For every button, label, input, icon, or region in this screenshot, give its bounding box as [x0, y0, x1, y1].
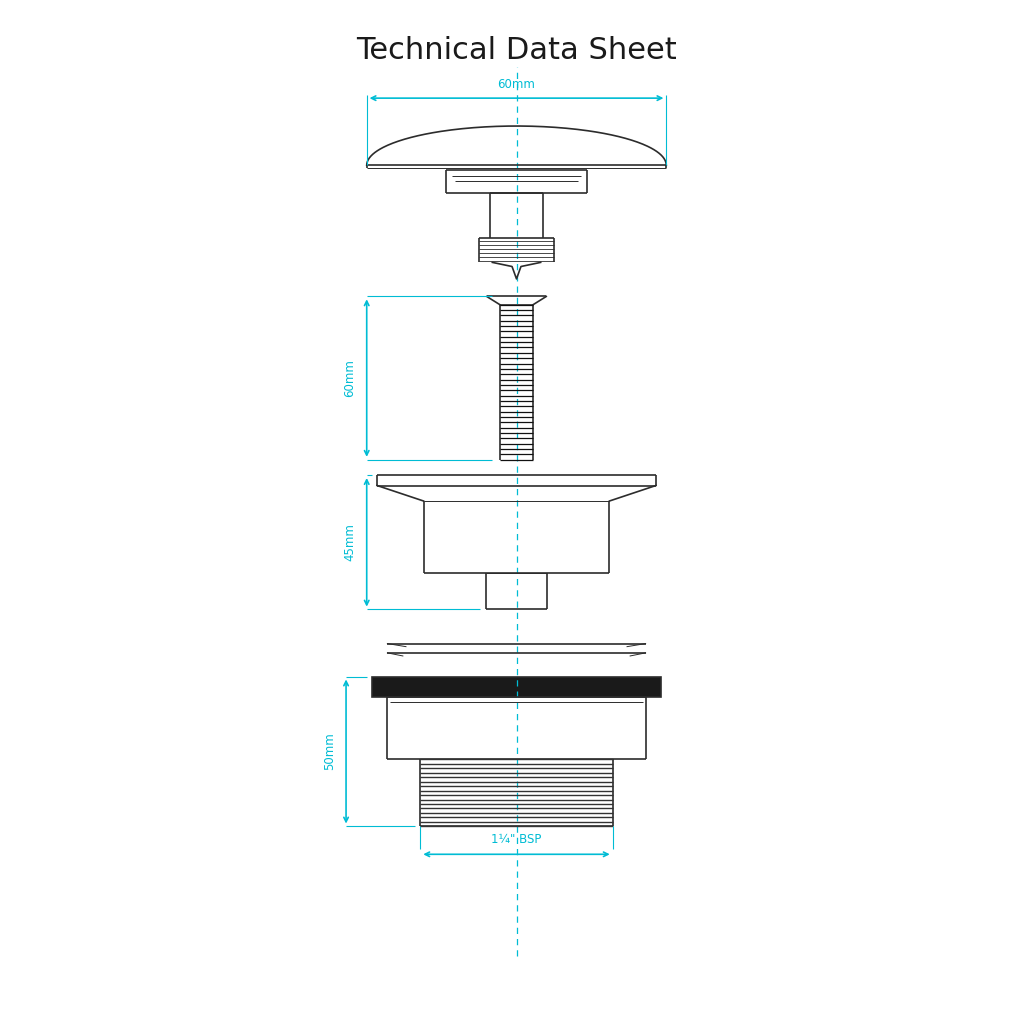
Text: 60mm: 60mm	[343, 359, 356, 397]
Text: 1¼" BSP: 1¼" BSP	[492, 833, 541, 846]
Bar	[372, 677, 661, 697]
Text: 60mm: 60mm	[498, 77, 535, 91]
Text: Technical Data Sheet: Technical Data Sheet	[356, 36, 677, 65]
Text: 50mm: 50mm	[322, 732, 336, 771]
Text: 45mm: 45mm	[343, 524, 356, 561]
